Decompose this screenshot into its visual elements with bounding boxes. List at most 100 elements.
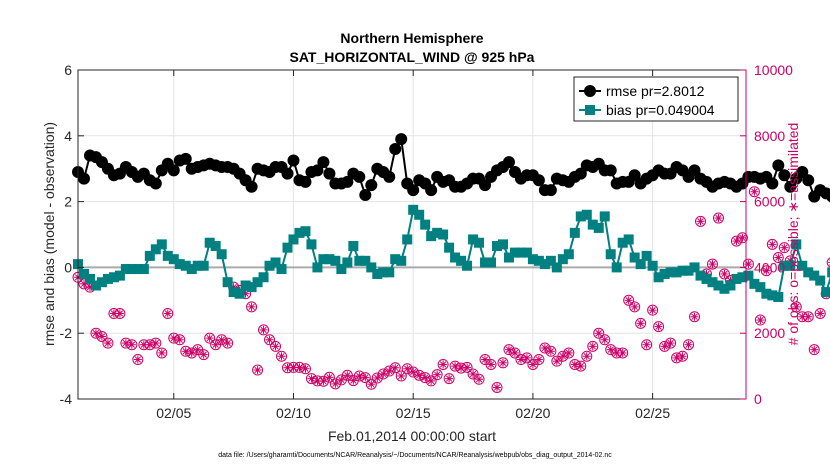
obs-point-ring: [413, 369, 425, 381]
x-tick-label: 02/05: [156, 405, 191, 421]
obs-point: [545, 345, 557, 357]
obs-point-ring: [491, 381, 503, 393]
bias-point: [120, 264, 131, 275]
obs-point-star: [691, 313, 698, 320]
axis-ticks: 02/05 02/10 02/15 02/20 02/25 -4 -2 0 2 4 6 0 2000 40…: [60, 62, 794, 421]
obs-point-star: [493, 384, 501, 391]
obs-point: [162, 307, 174, 319]
obs-point-ring: [359, 372, 371, 384]
bias-point: [432, 227, 443, 238]
bias-point: [336, 264, 347, 275]
obs-point: [443, 373, 455, 385]
bias-point: [354, 255, 365, 266]
bias-point: [779, 260, 790, 271]
obs-point-star: [158, 349, 165, 357]
bias-point: [486, 257, 497, 268]
obs-point: [305, 373, 317, 385]
obs-point-ring: [689, 311, 701, 323]
bias-point: [288, 234, 299, 245]
obs-point-ring: [521, 352, 533, 364]
bias-point: [444, 242, 455, 253]
x-tick-label: 02/10: [276, 405, 311, 421]
obs-point-star: [386, 367, 393, 375]
bias-point: [563, 249, 574, 260]
obs-point-star: [535, 356, 543, 363]
obs-point-star: [362, 374, 369, 381]
obs-point-ring: [760, 265, 772, 277]
obs-point-star: [577, 362, 584, 370]
obs-point-ring: [276, 350, 288, 362]
obs-point: [742, 258, 754, 270]
obs-point-ring: [90, 327, 102, 339]
bias-point: [635, 259, 646, 270]
obs-point-star: [457, 364, 465, 372]
obs-point-ring: [258, 324, 270, 336]
obs-point: [581, 350, 593, 362]
bias-point: [144, 250, 155, 261]
y-tick-label-right: 10000: [754, 62, 793, 78]
obs-point-ring: [766, 238, 778, 250]
obs-point-ring: [557, 350, 569, 362]
obs-point-star: [775, 254, 782, 261]
obs-point-star: [164, 310, 171, 317]
obs-point-star: [392, 364, 399, 371]
bias-point: [84, 273, 95, 284]
y-tick-label-right: 4000: [754, 259, 785, 275]
obs-point-ring: [186, 347, 198, 359]
obs-point: [222, 337, 234, 349]
obs-point-star: [631, 303, 638, 311]
obs-point-ring: [635, 317, 647, 329]
obs-point-ring: [695, 215, 707, 227]
obs-point-ring: [102, 337, 114, 349]
obs-point-ring: [599, 334, 611, 346]
obs-point-ring: [748, 186, 760, 198]
obs-point-star: [499, 359, 507, 366]
obs-point-ring: [539, 342, 551, 354]
obs-point-ring: [575, 360, 587, 372]
rmse-point: [281, 167, 294, 180]
bias-point: [683, 265, 694, 276]
obs-point-star: [200, 351, 207, 358]
rmse-point: [323, 167, 336, 180]
obs-point-star: [637, 320, 644, 327]
obs-point-star: [757, 316, 764, 324]
obs-point: [377, 368, 389, 380]
rmse-point: [179, 152, 192, 165]
bias-point: [587, 219, 598, 230]
bias-point: [767, 290, 778, 301]
obs-point-ring: [647, 304, 659, 316]
obs-point: [730, 235, 742, 247]
rmse-point: [359, 189, 372, 202]
rmse-point: [766, 177, 779, 190]
obs-point: [252, 364, 264, 376]
obs-point: [413, 369, 425, 381]
bias-point: [653, 272, 664, 283]
obs-point-ring: [270, 340, 282, 352]
bias-point: [539, 259, 550, 270]
bias-point: [509, 247, 520, 258]
rmse-point: [544, 184, 557, 197]
obs-point-ring: [778, 242, 790, 254]
obs-point-ring: [742, 258, 754, 270]
obs-point-ring: [665, 337, 677, 349]
y-tick-label-right: 2000: [754, 325, 785, 341]
obs-point-ring: [653, 321, 665, 333]
rmse-point: [389, 142, 402, 155]
y-tick-label-left: 6: [64, 62, 72, 78]
obs-point: [246, 301, 258, 313]
bias-point: [575, 211, 586, 222]
x-tick-label: 02/20: [515, 405, 550, 421]
bias-point: [755, 282, 766, 293]
obs-point: [748, 186, 760, 198]
obs-point-ring: [581, 350, 593, 362]
obs-point: [808, 344, 820, 356]
bias-point: [414, 209, 425, 220]
obs-point-ring: [826, 257, 830, 268]
obs-point-star: [176, 336, 183, 343]
bias-point: [204, 237, 215, 248]
obs-point-ring: [114, 307, 126, 319]
obs-point-ring: [802, 311, 814, 323]
obs-point-star: [92, 330, 100, 337]
obs-point: [180, 345, 192, 357]
obs-point: [359, 372, 371, 384]
